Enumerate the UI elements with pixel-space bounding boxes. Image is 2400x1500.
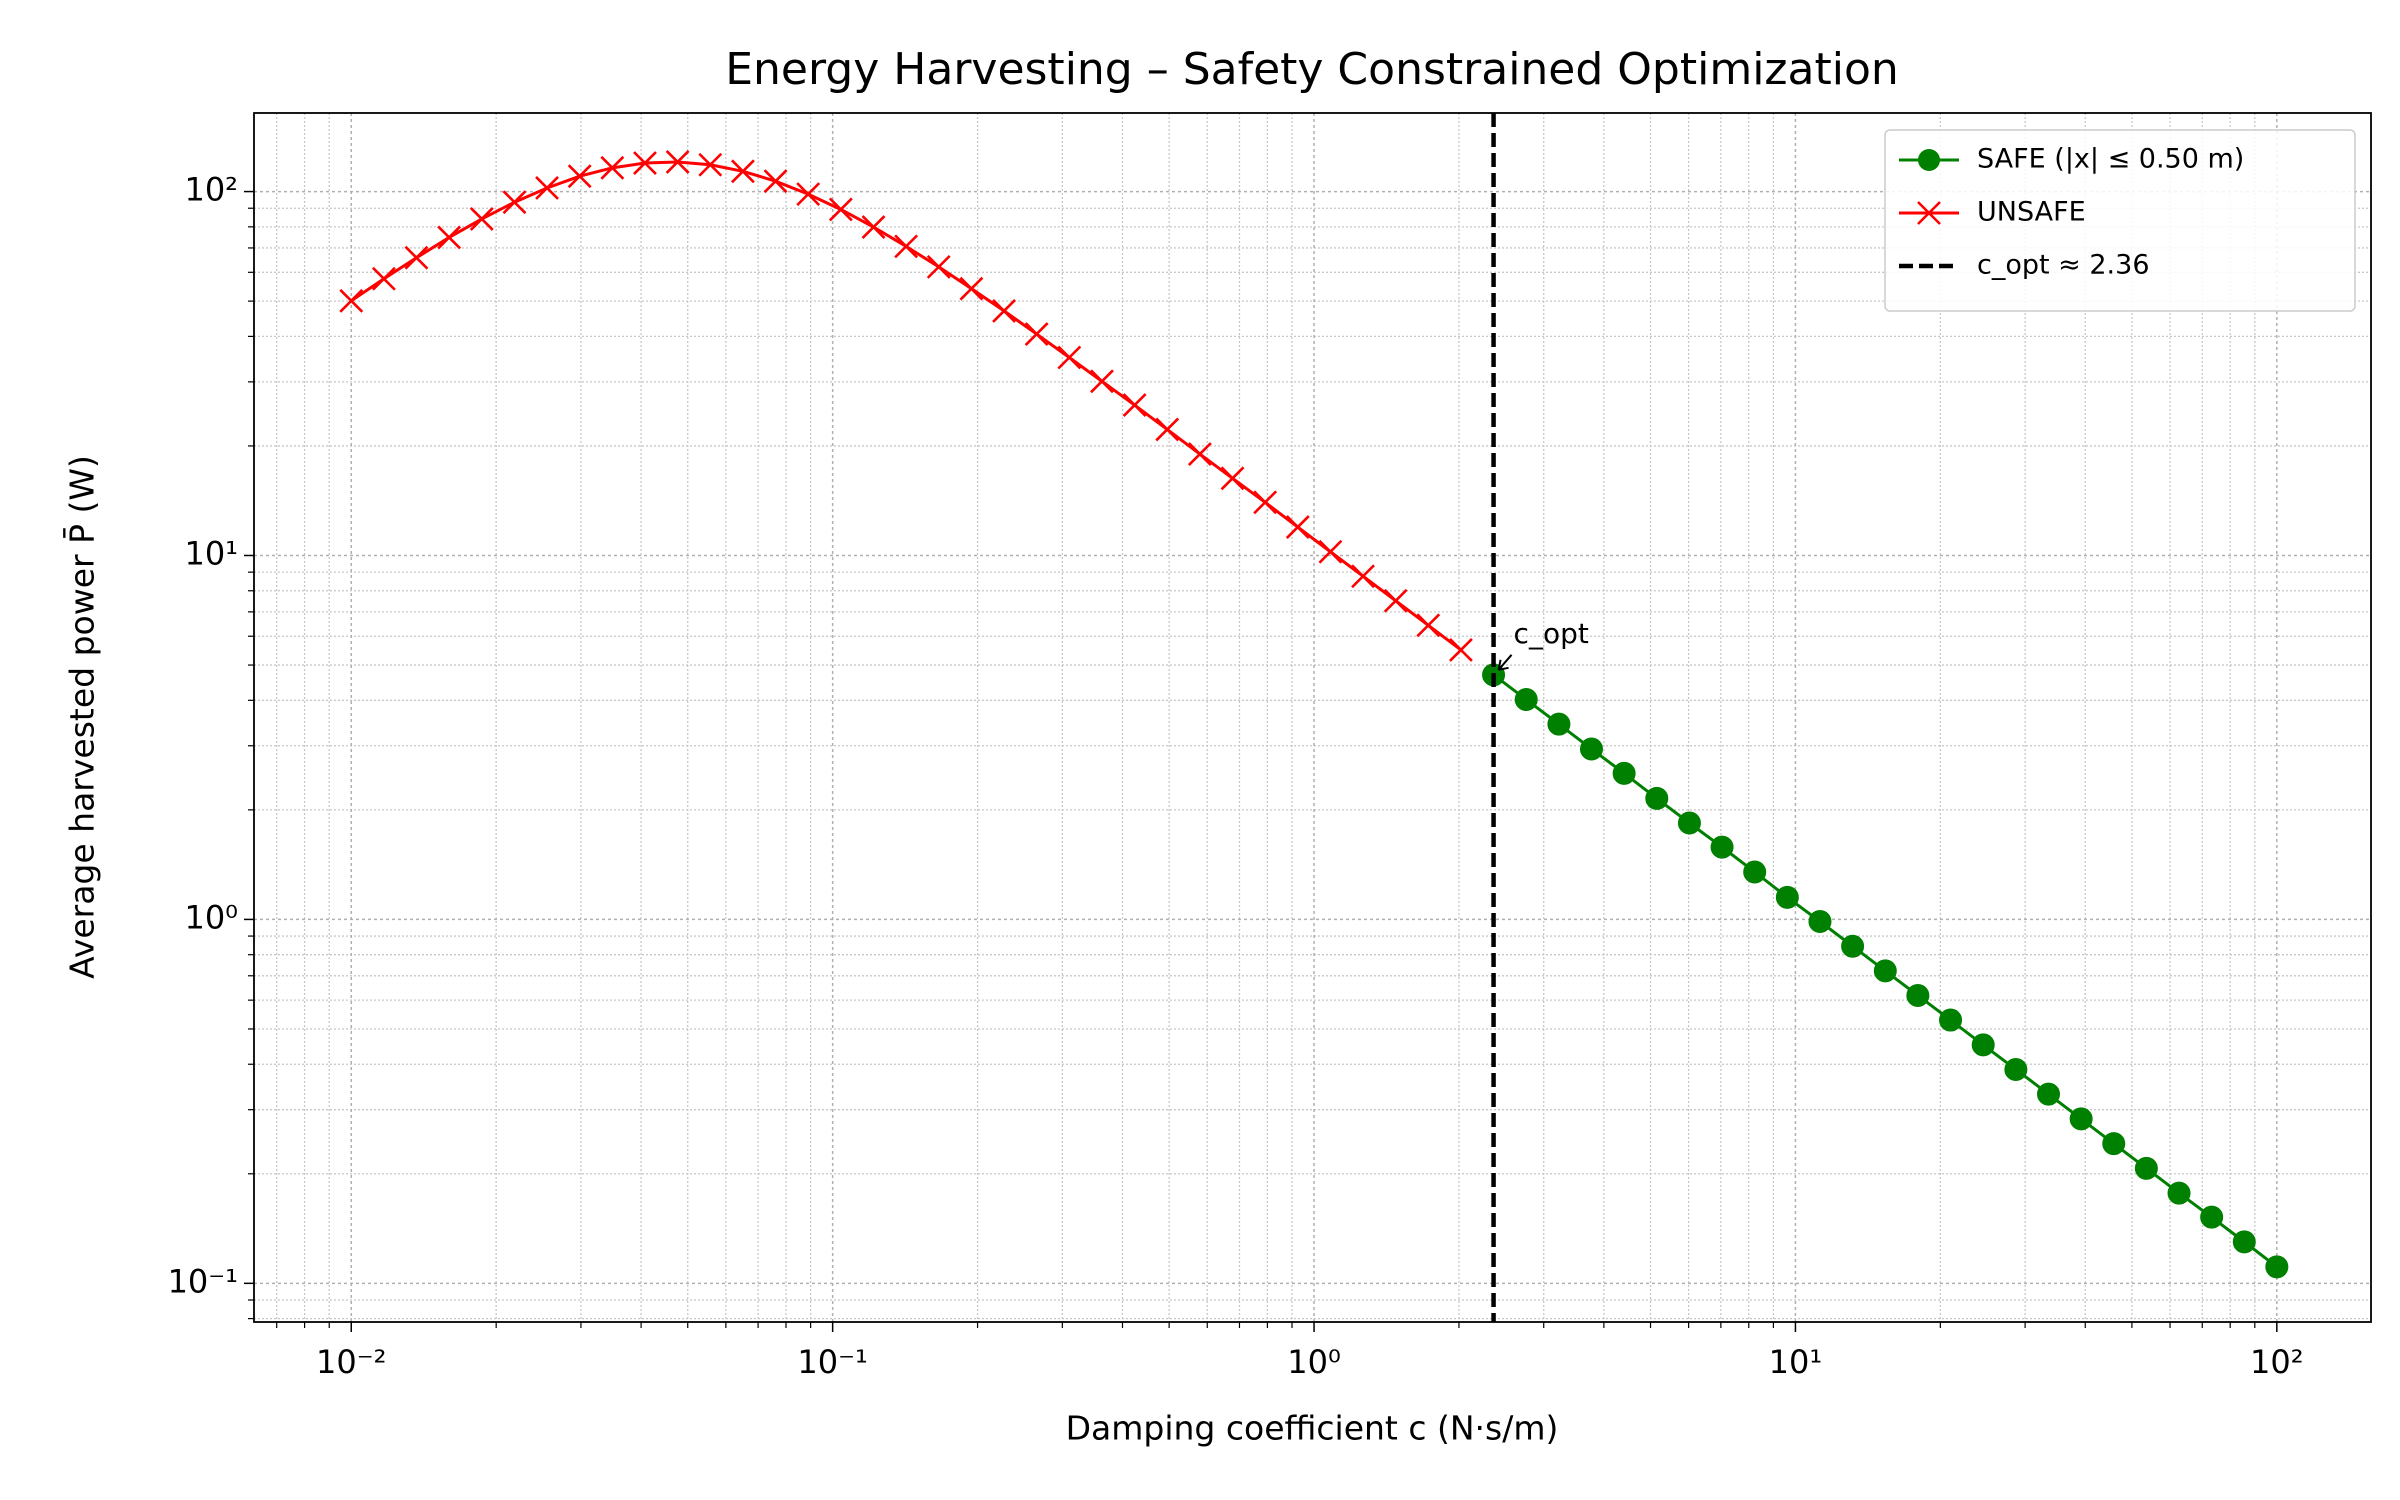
point: [698, 152, 723, 177]
point: [959, 276, 984, 301]
legend-marker: [1917, 201, 1941, 225]
point: [1710, 835, 1734, 859]
point: [894, 234, 919, 259]
point: [1285, 515, 1310, 539]
point: [502, 190, 527, 215]
point: [339, 288, 364, 313]
y-axis-label: Average harvested power P̄ (W): [61, 455, 101, 979]
point: [1024, 322, 1049, 346]
point: [404, 245, 429, 270]
point: [1449, 638, 1473, 662]
point: [2134, 1156, 2158, 1180]
legend-label: UNSAFE: [1977, 197, 2086, 228]
point: [926, 254, 951, 279]
point: [1351, 564, 1375, 589]
legend-label: c_opt ≈ 2.36: [1977, 250, 2150, 281]
point: [665, 150, 690, 174]
point: [469, 207, 494, 231]
point: [2102, 1132, 2126, 1156]
annotation-text: c_opt: [1514, 617, 1589, 650]
x-tick-label: 10⁻²: [316, 1343, 386, 1381]
point: [600, 155, 625, 180]
point: [1416, 613, 1441, 638]
x-tick-label: 10¹: [1769, 1343, 1823, 1381]
point: [1579, 737, 1603, 761]
point: [371, 266, 396, 291]
legend-label: SAFE (|x| ≤ 0.50 m): [1977, 144, 2244, 175]
x-tick-label: 10⁻¹: [797, 1343, 867, 1381]
point: [437, 225, 462, 250]
point: [535, 176, 559, 200]
point: [2200, 1205, 2224, 1229]
point: [1187, 442, 1212, 466]
point: [1090, 369, 1114, 394]
legend-box: [1884, 129, 2356, 312]
point: [1547, 712, 1571, 736]
grid: [254, 113, 2371, 1322]
point: [1939, 1008, 1963, 1032]
point: [1057, 345, 1082, 370]
point: [1220, 466, 1245, 491]
point: [1612, 761, 1636, 785]
point: [1873, 959, 1897, 983]
point: [1841, 934, 1865, 958]
point: [2167, 1181, 2191, 1205]
point: [2037, 1082, 2061, 1106]
point: [1808, 909, 1832, 933]
point: [1971, 1033, 1995, 1057]
y-tick-label: 10²: [184, 171, 238, 209]
axes-frame: [253, 112, 2372, 1323]
legend: SAFE (|x| ≤ 0.50 m) UNSAFE c_opt ≈ 2.36: [1884, 129, 2356, 312]
point: [1383, 588, 1408, 613]
y-tick-label: 10⁻¹: [168, 1262, 238, 1300]
point: [2232, 1230, 2256, 1254]
legend-marker: [1918, 149, 1940, 171]
point: [2265, 1255, 2289, 1279]
chart-title: Energy Harvesting – Safety Constrained O…: [725, 44, 1899, 95]
point: [828, 197, 853, 222]
point: [992, 298, 1016, 323]
point: [1677, 811, 1701, 835]
y-tick-label: 10¹: [184, 534, 238, 572]
y-tick-label: 10⁰: [184, 898, 238, 936]
point: [1514, 688, 1538, 712]
annotation-arrow: [1497, 654, 1513, 671]
point: [1122, 393, 1147, 418]
x-tick-label: 10⁰: [1287, 1343, 1341, 1381]
point: [1318, 539, 1343, 564]
point: [1775, 885, 1799, 909]
point: [2004, 1057, 2028, 1081]
point: [567, 164, 592, 189]
point: [1645, 786, 1669, 810]
point: [1253, 490, 1278, 515]
point: [861, 215, 886, 239]
point: [1743, 860, 1767, 884]
x-axis-label: Damping coefficient c (N·s/m): [1066, 1409, 1559, 1448]
point: [796, 182, 821, 207]
plot-area: [339, 150, 2289, 1279]
point: [633, 151, 657, 175]
point: [1906, 983, 1930, 1007]
point: [763, 169, 788, 194]
point: [2069, 1107, 2093, 1131]
point: [730, 159, 755, 184]
point: [1155, 417, 1180, 442]
x-tick-label: 10²: [2250, 1343, 2304, 1381]
